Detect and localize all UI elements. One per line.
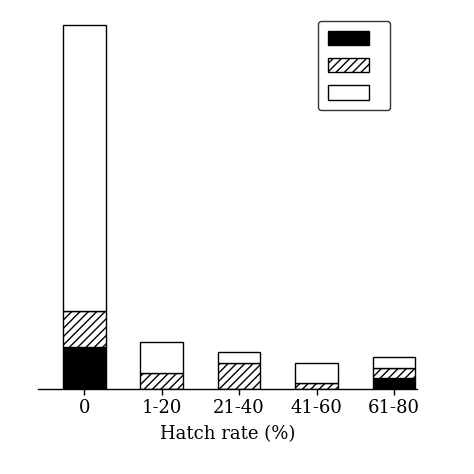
Bar: [63, 25, 106, 310]
Legend: , , : , ,: [318, 21, 390, 110]
Bar: [295, 363, 338, 383]
Bar: [140, 373, 183, 389]
Bar: [63, 347, 106, 389]
Bar: [63, 310, 106, 347]
Bar: [140, 342, 183, 373]
Bar: [295, 383, 338, 389]
Bar: [373, 378, 415, 389]
Bar: [218, 352, 260, 363]
Bar: [373, 368, 415, 378]
Bar: [373, 357, 415, 368]
Bar: [218, 363, 260, 389]
X-axis label: Hatch rate (%): Hatch rate (%): [160, 426, 295, 444]
